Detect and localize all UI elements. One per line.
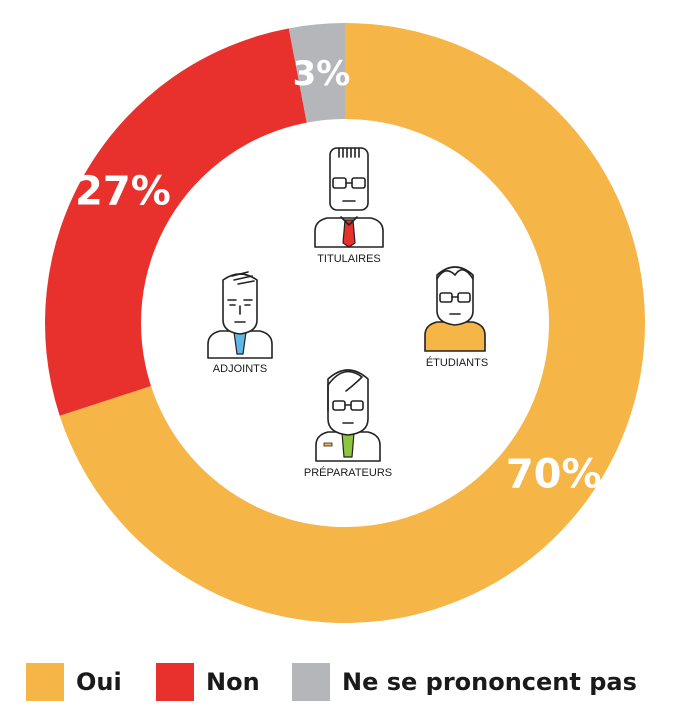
legend-swatch-oui — [26, 663, 64, 701]
role-label-preparateurs: PRÉPARATEURS — [304, 466, 392, 479]
legend-label-oui: Oui — [76, 668, 122, 696]
legend-swatch-non — [156, 663, 194, 701]
legend-item-non: Non — [156, 662, 260, 702]
legend-item-ne-se-prononcent-pas: Ne se prononcent pas — [292, 662, 637, 702]
slice-oui — [59, 23, 645, 623]
preparateur-figure-icon — [315, 369, 381, 462]
legend: Oui Non Ne se prononcent pas — [0, 652, 680, 712]
role-label-titulaires: TITULAIRES — [317, 253, 381, 265]
center-illustration: TITULAIRES ADJOINTS ÉTUDIANTS PRÉPARATEU… — [207, 147, 488, 479]
legend-label-non: Non — [206, 668, 260, 696]
role-label-adjoints: ADJOINTS — [213, 363, 267, 375]
value-label-non: 27% — [75, 169, 171, 215]
slice-non — [44, 28, 307, 416]
legend-item-oui: Oui — [26, 662, 122, 702]
value-label-oui: 70% — [506, 452, 602, 498]
slice-ne-se-prononcent-pas — [288, 23, 345, 123]
donut-value-labels: 70% 27% 3% — [75, 54, 602, 498]
adjoint-figure-icon — [207, 271, 273, 359]
legend-swatch-ne-se-prononcent-pas — [292, 663, 330, 701]
legend-label-ne-se-prononcent-pas: Ne se prononcent pas — [342, 668, 637, 696]
etudiant-figure-icon — [424, 266, 486, 352]
donut-slices — [44, 23, 645, 623]
value-label-ne-se-prononcent-pas: 3% — [293, 54, 351, 94]
titulaire-figure-icon — [314, 147, 384, 248]
role-label-etudiants: ÉTUDIANTS — [426, 356, 488, 369]
